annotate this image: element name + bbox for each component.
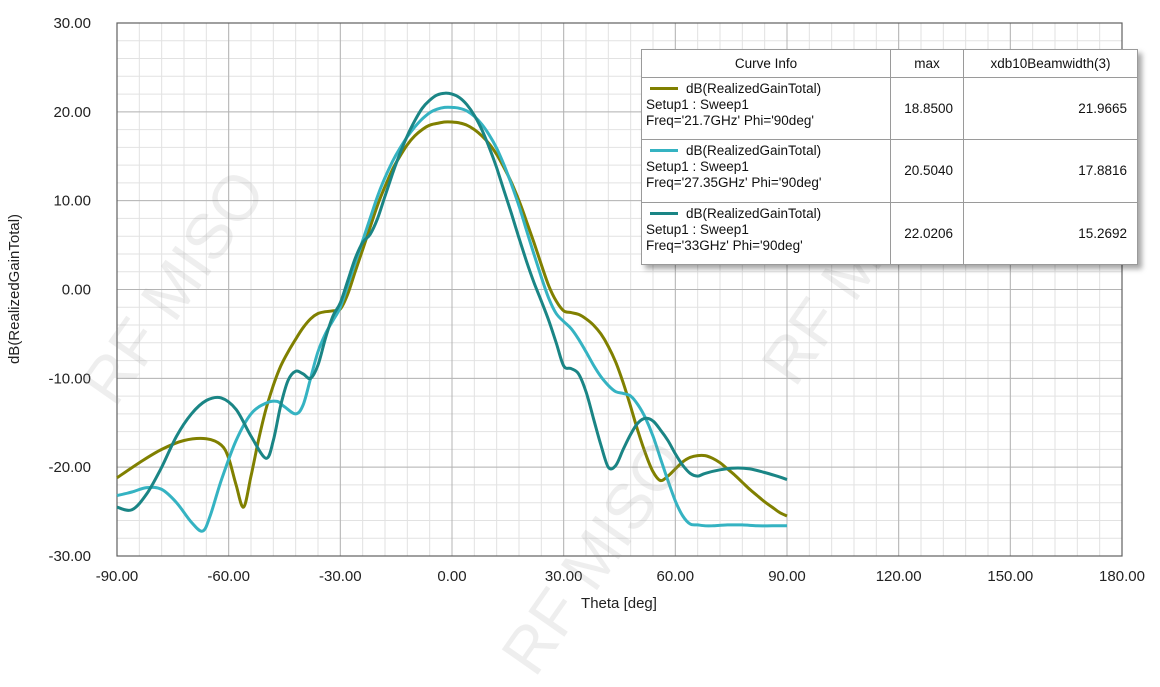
legend-header-curve-info: Curve Info [641,49,891,78]
legend-swatch [650,211,678,215]
legend-beamwidth-value: 21.9665 [963,76,1138,141]
legend-line1: dB(RealizedGainTotal) [686,143,822,159]
legend-line3: Freq='27.35GHz' Phi='90deg' [646,175,822,191]
legend-max-value: 18.8500 [890,76,964,141]
legend-row: dB(RealizedGainTotal) Setup1 : Sweep1 Fr… [641,201,1138,266]
y-tick-label: -30.00 [48,548,91,565]
y-tick-label: -20.00 [48,459,91,476]
legend-beamwidth-value: 15.2692 [963,201,1138,266]
x-tick-label: 0.00 [437,568,466,585]
legend-swatch [650,86,678,90]
legend-curve-info: dB(RealizedGainTotal) Setup1 : Sweep1 Fr… [641,139,891,203]
x-tick-label: 120.00 [876,568,922,585]
y-tick-labels: 30.00 20.00 10.00 0.00 -10.00 -20.00 -30.00 [48,15,91,565]
legend-header-max: max [890,49,964,78]
x-tick-label: -90.00 [96,568,139,585]
y-tick-label: 10.00 [53,193,91,210]
x-tick-labels: -90.00 -60.00 -30.00 0.00 30.00 60.00 90.00 120… [96,568,1145,585]
y-axis-label: dB(RealizedGainTotal) [6,214,23,364]
curve-info-table: Curve Info max xdb10Beamwidth(3) dB(Real… [641,49,1138,266]
y-tick-label: -10.00 [48,370,91,387]
legend-line1: dB(RealizedGainTotal) [686,205,822,221]
legend-line3: Freq='21.7GHz' Phi='90deg' [646,113,814,128]
legend-row: dB(RealizedGainTotal) Setup1 : Sweep1 Fr… [641,139,1138,203]
legend-line3: Freq='33GHz' Phi='90deg' [646,237,803,253]
legend-line2: Setup1 : Sweep1 [646,159,749,175]
legend-line2: Setup1 : Sweep1 [646,97,749,112]
y-tick-label: 0.00 [62,282,91,299]
y-tick-label: 20.00 [53,104,91,121]
legend-line2: Setup1 : Sweep1 [646,221,749,237]
x-tick-label: -60.00 [207,568,250,585]
legend-row: dB(RealizedGainTotal) Setup1 : Sweep1 Fr… [641,76,1138,141]
legend-line1: dB(RealizedGainTotal) [686,81,822,96]
legend-header-beamwidth: xdb10Beamwidth(3) [963,49,1138,78]
legend-max-value: 22.0206 [890,201,964,266]
y-tick-label: 30.00 [53,15,91,32]
x-tick-label: 150.00 [987,568,1033,585]
legend-curve-info: dB(RealizedGainTotal) Setup1 : Sweep1 Fr… [641,76,891,141]
plot-border [116,22,1123,557]
series-group [116,91,788,533]
legend-curve-info: dB(RealizedGainTotal) Setup1 : Sweep1 Fr… [641,201,891,266]
legend-header-row: Curve Info max xdb10Beamwidth(3) [641,49,1138,78]
x-tick-label: 30.00 [545,568,583,585]
legend-max-value: 20.5040 [890,139,964,203]
x-tick-label: 180.00 [1099,568,1145,585]
x-tick-label: 60.00 [657,568,695,585]
series-line-3 [116,91,788,512]
legend-beamwidth-value: 17.8816 [963,139,1138,203]
legend-swatch [650,149,678,153]
x-axis-label: Theta [deg] [581,595,657,612]
x-tick-label: 90.00 [768,568,806,585]
x-tick-label: -30.00 [319,568,362,585]
